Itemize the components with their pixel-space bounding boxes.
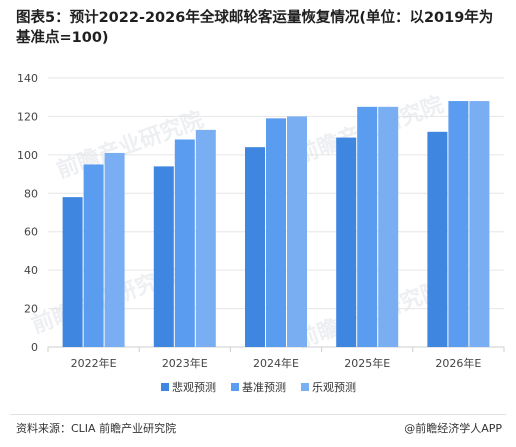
bar xyxy=(448,101,469,347)
x-tick-label: 2022年E xyxy=(71,356,117,370)
bar xyxy=(469,101,490,347)
legend-label: 悲观预测 xyxy=(172,380,216,394)
footer-divider xyxy=(10,414,506,415)
y-tick-label: 0 xyxy=(31,341,38,354)
bar xyxy=(357,106,378,347)
y-tick-label: 120 xyxy=(17,110,38,123)
brand-credit: @前瞻经济学人APP xyxy=(404,422,502,435)
chart-area: 前瞻产业研究院前瞻产业研究院前瞻产业研究院前瞻产业研究院020406080100… xyxy=(0,58,516,413)
legend-swatch xyxy=(161,383,169,391)
y-tick-label: 40 xyxy=(24,264,38,277)
bar xyxy=(266,118,286,347)
legend-label: 乐观预测 xyxy=(312,381,356,394)
legend-swatch xyxy=(301,383,309,391)
bar xyxy=(62,197,83,347)
x-tick-label: 2024年E xyxy=(253,356,299,370)
legend-swatch xyxy=(231,383,239,391)
y-tick-label: 140 xyxy=(17,72,38,85)
bar xyxy=(195,129,216,347)
x-tick-label: 2023年E xyxy=(162,356,208,370)
y-tick-label: 60 xyxy=(24,226,38,239)
bar xyxy=(245,147,265,347)
bar xyxy=(336,137,357,347)
bar xyxy=(104,152,125,347)
bar xyxy=(83,164,104,347)
bar xyxy=(378,106,399,347)
y-tick-label: 20 xyxy=(24,303,38,316)
bar xyxy=(174,139,195,347)
x-tick-label: 2025年E xyxy=(344,356,390,370)
bar xyxy=(287,116,307,347)
y-tick-label: 80 xyxy=(24,187,38,200)
bar xyxy=(153,166,174,347)
legend-label: 基准预测 xyxy=(242,381,286,394)
bar-chart: 前瞻产业研究院前瞻产业研究院前瞻产业研究院前瞻产业研究院020406080100… xyxy=(17,72,505,394)
x-tick-label: 2026年E xyxy=(435,356,481,370)
y-tick-label: 100 xyxy=(17,149,38,162)
chart-title: 图表5：预计2022-2026年全球邮轮客运量恢复情况(单位：以2019年为基准… xyxy=(16,10,494,46)
source-note: 资料来源：CLIA 前瞻产业研究院 xyxy=(16,422,177,435)
bar xyxy=(427,131,448,347)
